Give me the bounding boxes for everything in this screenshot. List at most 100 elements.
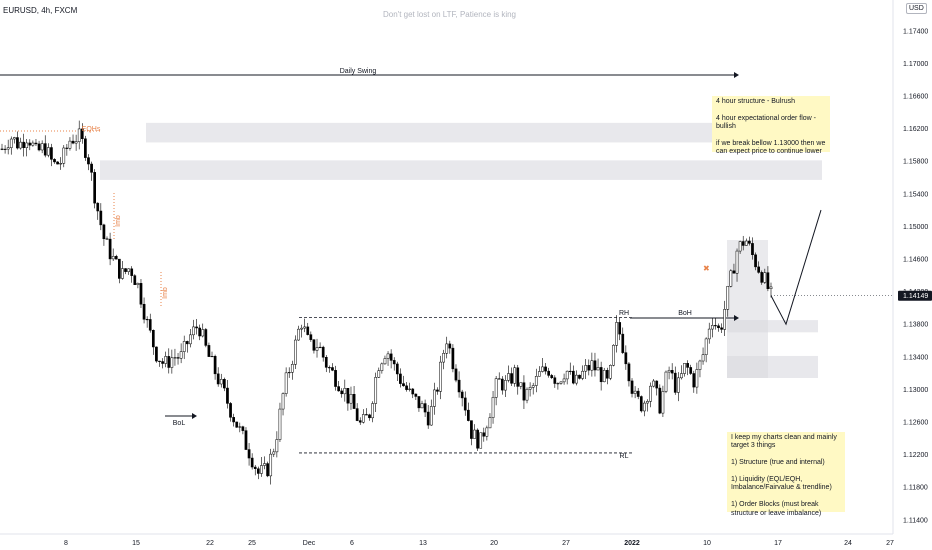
candle-body (198, 327, 202, 337)
zone-0 (100, 160, 822, 180)
currency-badge[interactable]: USD (906, 3, 927, 14)
candle-body (571, 370, 575, 384)
x-tick-label: 2022 (624, 540, 640, 547)
x-tick-label: 27 (562, 540, 570, 547)
candle-body (531, 385, 535, 388)
candle-body (423, 403, 427, 413)
candle-body (343, 388, 347, 395)
candle-body (534, 375, 538, 386)
x-tick-label: 22 (206, 540, 214, 547)
candle-body (213, 355, 217, 375)
candle-body (158, 360, 161, 362)
structure-note[interactable]: 4 hour structure - Bulrush 4 hour expect… (712, 96, 830, 155)
candle-body (769, 286, 773, 289)
candle-body (204, 329, 208, 346)
candle-body (754, 254, 757, 268)
candle-body (306, 326, 310, 335)
candle-body (127, 268, 130, 272)
candle-body (53, 159, 56, 163)
candle-body (145, 319, 149, 321)
candle-body (232, 417, 235, 423)
candle-body (111, 256, 115, 260)
candle-body (133, 275, 137, 285)
candle-body (522, 382, 526, 401)
candle-body (704, 338, 708, 355)
candle-body (612, 345, 615, 366)
candle-body (602, 370, 606, 383)
candle-body (318, 346, 322, 349)
candle-body (751, 243, 754, 256)
candle-body (587, 365, 591, 371)
candle-body (652, 380, 655, 387)
candle-body (565, 370, 569, 380)
candle-body (223, 379, 226, 389)
x-tick-label: Dec (303, 540, 316, 547)
candle-body (698, 360, 702, 370)
candle-body (195, 326, 198, 329)
candle-body (627, 363, 631, 382)
y-tick-label: 1.15400 (903, 191, 928, 198)
candle-body (504, 380, 507, 391)
candle-body (476, 429, 479, 449)
candle-body (590, 360, 594, 371)
candle-body (263, 463, 266, 466)
candle-body (303, 326, 307, 329)
candle-body (6, 147, 10, 150)
candle-body (717, 325, 720, 329)
candle-body (426, 411, 430, 426)
candle-body (624, 352, 628, 365)
candle-body (482, 432, 486, 437)
candle-body (331, 367, 334, 371)
candle-body (176, 357, 180, 359)
candle-body (470, 420, 473, 439)
candle-body (741, 241, 745, 246)
x-tick-label: 24 (844, 540, 852, 547)
candle-body (686, 363, 689, 368)
candle-body (646, 401, 649, 404)
candle-body (395, 363, 399, 375)
candle-body (93, 172, 97, 204)
candle-body (324, 356, 328, 368)
candle-body (649, 385, 652, 402)
candle-body (448, 343, 452, 349)
candle-body (266, 463, 269, 477)
y-tick-label: 1.13800 (903, 322, 928, 329)
candle-body (374, 377, 378, 404)
candle-body (290, 364, 294, 373)
candle-body (294, 339, 297, 365)
candle-body (182, 341, 186, 352)
current-price-label: 1.14149 (903, 293, 928, 300)
candle-body (556, 383, 560, 385)
symbol-title[interactable]: EURUSD, 4h, FXCM (3, 6, 78, 15)
candle-body (235, 421, 239, 428)
candle-body (575, 374, 578, 384)
candle-body (346, 388, 350, 404)
candle-body (417, 396, 421, 409)
rh-label: RH (619, 310, 629, 317)
candle-body (352, 394, 356, 409)
candle-body (562, 378, 566, 383)
candle-body (219, 379, 223, 385)
candle-body (87, 157, 90, 165)
candle-body (457, 379, 461, 393)
candle-body (253, 466, 257, 469)
method-note[interactable]: I keep my charts clean and mainly target… (727, 432, 845, 517)
candle-body (726, 286, 730, 310)
candle-body (473, 429, 476, 439)
candle-body (90, 163, 93, 173)
candle-body (488, 417, 492, 429)
candle-body (766, 272, 770, 289)
candle-body (365, 414, 368, 416)
candle-body (300, 327, 303, 330)
candle-body (121, 268, 124, 279)
candle-body (28, 142, 32, 146)
candle-body (510, 373, 513, 384)
candle-body (692, 373, 696, 388)
y-tick-label: 1.15000 (903, 224, 928, 231)
y-tick-label: 1.12600 (903, 419, 928, 426)
candle-body (238, 426, 242, 428)
candle-body (596, 367, 600, 371)
y-tick-label: 1.13000 (903, 387, 928, 394)
candle-body (639, 396, 643, 412)
